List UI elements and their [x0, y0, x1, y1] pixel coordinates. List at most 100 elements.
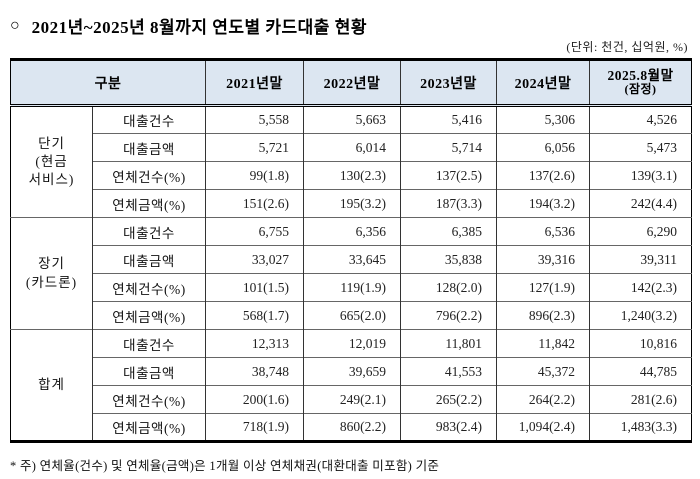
value-cell: 35,838 [400, 245, 497, 274]
value-cell: 6,356 [303, 217, 401, 246]
row-label: 대출건수 [91, 217, 206, 246]
value-cell: 1,094(2.4) [496, 413, 590, 442]
value-cell: 5,416 [400, 105, 497, 134]
table-row: 대출금액 33,027 33,645 35,838 39,316 39,311 [11, 245, 692, 274]
row-label: 대출금액 [91, 133, 206, 162]
table-row: 연체건수(%) 99(1.8) 130(2.3) 137(2.5) 137(2.… [11, 161, 692, 190]
value-cell: 11,842 [496, 329, 590, 358]
table-row: 대출금액 5,721 6,014 5,714 6,056 5,473 [11, 133, 692, 162]
unit-note: (단위: 천건, 십억원, %) [566, 40, 688, 54]
value-cell: 860(2.2) [303, 413, 401, 442]
value-cell: 195(3.2) [303, 189, 401, 218]
value-cell: 5,721 [205, 133, 304, 162]
row-label: 연체금액(%) [91, 301, 206, 330]
value-cell: 6,056 [496, 133, 590, 162]
value-cell: 33,027 [205, 245, 304, 274]
value-cell: 265(2.2) [400, 385, 497, 414]
value-cell: 6,014 [303, 133, 401, 162]
row-label: 대출금액 [91, 357, 206, 386]
value-cell: 1,483(3.3) [589, 413, 692, 442]
value-cell: 99(1.8) [205, 161, 304, 190]
header-2025-line1: 2025.8월말 [607, 67, 674, 83]
value-cell: 44,785 [589, 357, 692, 386]
table-row: 연체건수(%) 200(1.6) 249(2.1) 265(2.2) 264(2… [11, 385, 692, 414]
value-cell: 128(2.0) [400, 273, 497, 302]
value-cell: 6,290 [589, 217, 692, 246]
header-2022: 2022년말 [303, 59, 401, 107]
value-cell: 5,473 [589, 133, 692, 162]
value-cell: 896(2.3) [496, 301, 590, 330]
value-cell: 194(3.2) [496, 189, 590, 218]
value-cell: 41,553 [400, 357, 497, 386]
table-row: 단기 (현금 서비스) 대출건수 5,558 5,663 5,416 5,306… [11, 105, 692, 187]
header-2025-line2: (잠정) [624, 82, 657, 97]
value-cell: 5,558 [205, 105, 304, 134]
value-cell: 137(2.6) [496, 161, 590, 190]
value-cell: 5,663 [303, 105, 401, 134]
header-2024: 2024년말 [496, 59, 590, 107]
table-row: 연체금액(%) 718(1.9) 860(2.2) 983(2.4) 1,094… [11, 413, 692, 442]
row-label: 연체건수(%) [91, 161, 206, 190]
footnote: * 주) 연체율(건수) 및 연체율(금액)은 1개월 이상 연체채권(대환대출… [10, 459, 440, 473]
value-cell: 200(1.6) [205, 385, 304, 414]
value-cell: 6,536 [496, 217, 590, 246]
table-row: 장기 (카드론) 대출건수 6,755 6,356 6,385 6,536 6,… [10, 217, 692, 330]
value-cell: 11,801 [400, 329, 497, 358]
value-cell: 127(1.9) [496, 273, 590, 302]
table-row: 연체금액(%) 568(1.7) 665(2.0) 796(2.2) 896(2… [11, 301, 692, 330]
value-cell: 796(2.2) [400, 301, 497, 330]
value-cell: 281(2.6) [589, 385, 692, 414]
value-cell: 119(1.9) [303, 273, 401, 302]
value-cell: 983(2.4) [400, 413, 497, 442]
section-label-total: 합계 [10, 329, 93, 442]
value-cell: 187(3.3) [400, 189, 497, 218]
value-cell: 4,526 [589, 105, 692, 134]
value-cell: 39,316 [496, 245, 590, 274]
table-row: 연체건수(%) 101(1.5) 119(1.9) 128(2.0) 127(1… [11, 273, 692, 302]
row-label: 연체건수(%) [91, 273, 206, 302]
page-title: 2021년~2025년 8월까지 연도별 카드대출 현황 [31, 18, 367, 37]
value-cell: 249(2.1) [303, 385, 401, 414]
value-cell: 6,755 [205, 217, 304, 246]
table-row: 연체금액(%) 151(2.6) 195(3.2) 187(3.3) 194(3… [11, 189, 692, 218]
value-cell: 264(2.2) [496, 385, 590, 414]
value-cell: 137(2.5) [400, 161, 497, 190]
row-label: 연체금액(%) [91, 189, 206, 218]
value-cell: 665(2.0) [303, 301, 401, 330]
value-cell: 151(2.6) [205, 189, 304, 218]
header-2023: 2023년말 [400, 59, 497, 107]
row-label: 대출건수 [91, 329, 206, 358]
value-cell: 10,816 [589, 329, 692, 358]
row-label: 연체금액(%) [91, 413, 206, 442]
value-cell: 101(1.5) [205, 273, 304, 302]
value-cell: 242(4.4) [589, 189, 692, 218]
value-cell: 45,372 [496, 357, 590, 386]
table-row: 대출금액 38,748 39,659 41,553 45,372 44,785 [11, 357, 692, 386]
row-label: 연체건수(%) [91, 385, 206, 414]
value-cell: 38,748 [205, 357, 304, 386]
circle-bullet-icon: ○ [10, 16, 20, 34]
value-cell: 130(2.3) [303, 161, 401, 190]
row-label: 대출건수 [91, 105, 206, 134]
value-cell: 12,019 [303, 329, 401, 358]
value-cell: 12,313 [205, 329, 304, 358]
table-row: 합계 대출건수 12,313 12,019 11,801 11,842 10,8… [10, 329, 692, 442]
value-cell: 6,385 [400, 217, 497, 246]
value-cell: 33,645 [303, 245, 401, 274]
section-label-short-term: 단기 (현금 서비스) [28, 135, 75, 188]
section-label-long-term: 장기 (카드론) [10, 217, 93, 330]
value-cell: 142(2.3) [589, 273, 692, 302]
value-cell: 5,306 [496, 105, 590, 134]
value-cell: 39,311 [589, 245, 692, 274]
value-cell: 718(1.9) [205, 413, 304, 442]
value-cell: 139(3.1) [589, 161, 692, 190]
card-loan-table: 구분 2021년말 2022년말 2023년말 2024년말 2025.8월말 … [10, 58, 693, 443]
value-cell: 1,240(3.2) [589, 301, 692, 330]
value-cell: 5,714 [400, 133, 497, 162]
header-gubun: 구분 [10, 59, 206, 107]
header-2025-aug: 2025.8월말 (잠정) [589, 59, 692, 107]
header-2021: 2021년말 [205, 59, 304, 107]
value-cell: 568(1.7) [205, 301, 304, 330]
title-row: ○ 2021년~2025년 8월까지 연도별 카드대출 현황 [10, 13, 367, 38]
table-header-row: 구분 2021년말 2022년말 2023년말 2024년말 2025.8월말 … [10, 59, 692, 107]
